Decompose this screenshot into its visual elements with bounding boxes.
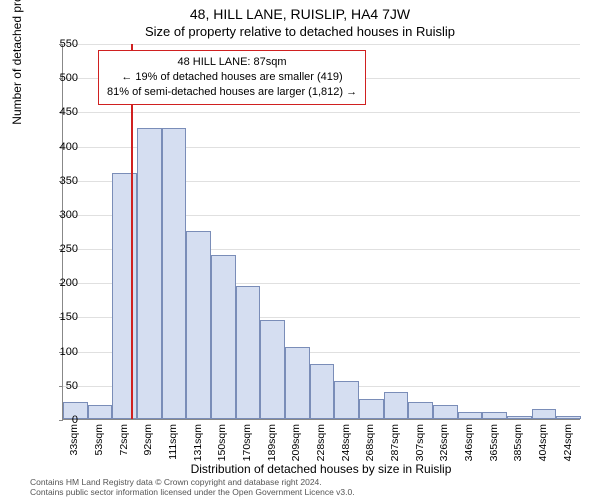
gridline	[63, 44, 580, 45]
xtick-label: 404sqm	[537, 424, 549, 474]
histogram-bar	[186, 231, 211, 419]
histogram-bar	[556, 416, 581, 419]
xtick-label: 365sqm	[488, 424, 500, 474]
histogram-bar	[408, 402, 433, 419]
xtick-label: 326sqm	[438, 424, 450, 474]
xtick-label: 307sqm	[414, 424, 426, 474]
gridline	[63, 112, 580, 113]
xtick-label: 268sqm	[364, 424, 376, 474]
xtick-label: 111sqm	[167, 424, 179, 474]
y-axis-label: Number of detached properties	[10, 0, 24, 230]
histogram-bar	[507, 416, 532, 419]
xtick-label: 131sqm	[192, 424, 204, 474]
xtick-label: 170sqm	[241, 424, 253, 474]
histogram-bar	[433, 405, 458, 419]
page-subtitle: Size of property relative to detached ho…	[0, 24, 600, 39]
annotation-line: 81% of semi-detached houses are larger (…	[107, 85, 357, 100]
ytick-label: 500	[28, 72, 78, 84]
xtick-label: 228sqm	[315, 424, 327, 474]
ytick-label: 150	[28, 311, 78, 323]
xtick-label: 209sqm	[290, 424, 302, 474]
xtick-label: 385sqm	[512, 424, 524, 474]
ytick-label: 350	[28, 175, 78, 187]
xtick-label: 287sqm	[389, 424, 401, 474]
histogram-bar	[211, 255, 236, 419]
xtick-label: 424sqm	[562, 424, 574, 474]
annotation-line: ← 19% of detached houses are smaller (41…	[107, 70, 357, 85]
histogram-bar	[236, 286, 261, 419]
histogram-bar	[532, 409, 557, 419]
xtick-label: 33sqm	[68, 424, 80, 474]
chart-container: 48, HILL LANE, RUISLIP, HA4 7JW Size of …	[0, 0, 600, 500]
xtick-label: 150sqm	[216, 424, 228, 474]
ytick-label: 50	[28, 380, 78, 392]
ytick-label: 100	[28, 346, 78, 358]
xtick-label: 189sqm	[266, 424, 278, 474]
xtick-label: 92sqm	[142, 424, 154, 474]
histogram-bar	[359, 399, 384, 420]
ytick-label: 450	[28, 106, 78, 118]
histogram-bar	[310, 364, 335, 419]
histogram-bar	[458, 412, 483, 419]
histogram-bar	[285, 347, 310, 419]
ytick-label: 550	[28, 38, 78, 50]
xtick-label: 72sqm	[118, 424, 130, 474]
page-title-address: 48, HILL LANE, RUISLIP, HA4 7JW	[0, 6, 600, 22]
ytick-label: 250	[28, 243, 78, 255]
xtick-label: 53sqm	[93, 424, 105, 474]
ytick-label: 300	[28, 209, 78, 221]
footer-attribution: Contains HM Land Registry data © Crown c…	[30, 478, 355, 498]
annotation-box: 48 HILL LANE: 87sqm← 19% of detached hou…	[98, 50, 366, 105]
footer-line-2: Contains public sector information licen…	[30, 488, 355, 498]
annotation-line: 48 HILL LANE: 87sqm	[107, 55, 357, 70]
ytick-label: 400	[28, 141, 78, 153]
histogram-bar	[137, 128, 162, 419]
histogram-bar	[162, 128, 187, 419]
xtick-label: 346sqm	[463, 424, 475, 474]
histogram-bar	[334, 381, 359, 419]
histogram-bar	[384, 392, 409, 419]
histogram-bar	[260, 320, 285, 419]
histogram-bar	[88, 405, 113, 419]
xtick-label: 248sqm	[340, 424, 352, 474]
histogram-bar	[482, 412, 507, 419]
ytick-label: 200	[28, 277, 78, 289]
